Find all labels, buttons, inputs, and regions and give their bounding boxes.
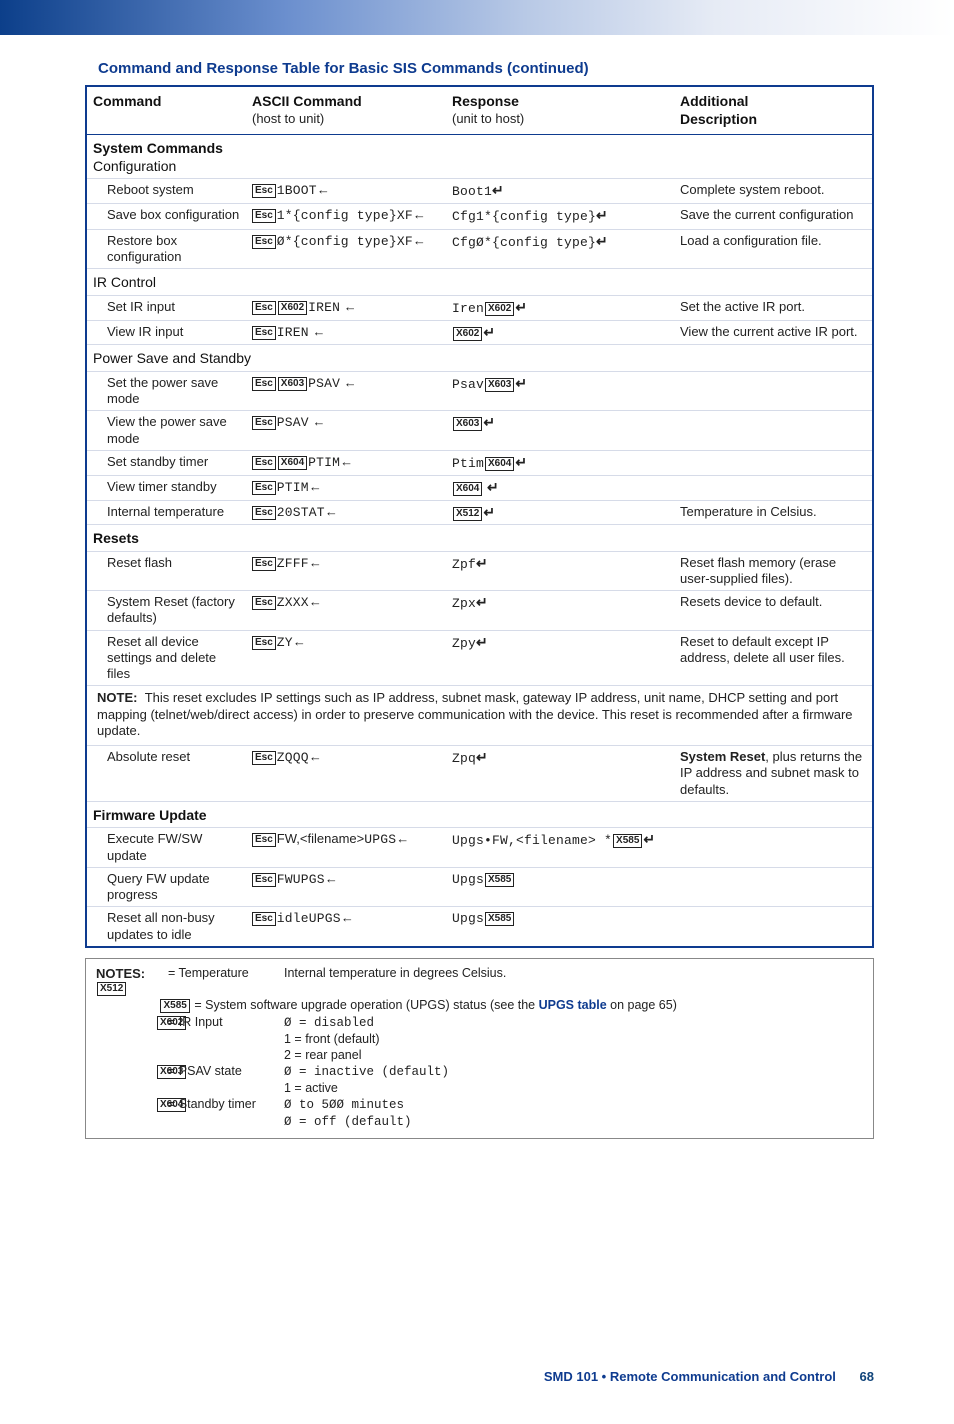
- esc-key: Esc: [252, 184, 276, 198]
- page-content: Command and Response Table for Basic SIS…: [0, 60, 954, 1424]
- section-ir-control: IR Control: [86, 269, 873, 296]
- section-system-commands: System Commands: [93, 140, 223, 156]
- table-row: Set IR input EscX602IREN ← IrenX602↵ Set…: [86, 295, 873, 320]
- col-command: Command: [93, 93, 161, 109]
- cmd-restore-box: Restore box configuration: [86, 229, 246, 269]
- cmd-view-ir: View IR input: [86, 320, 246, 345]
- table-row: Query FW update progress EscFWUPGS← Upgs…: [86, 867, 873, 907]
- page-footer: SMD 101 • Remote Communication and Contr…: [85, 1369, 874, 1384]
- table-row: Reset flash EscZFFF← Zpf↵ Reset flash me…: [86, 551, 873, 591]
- upgs-table-link[interactable]: UPGS table: [539, 998, 607, 1012]
- table-row: Set standby timer EscX604PTIM← PtimX604↵: [86, 450, 873, 475]
- table-row: Reboot system Esc1BOOT← Boot1↵ Complete …: [86, 179, 873, 204]
- table-row: Execute FW/SW update EscFW,<filename>UPG…: [86, 828, 873, 868]
- cmd-set-ir: Set IR input: [86, 295, 246, 320]
- command-table: Command ASCII Command (host to unit) Resp…: [85, 85, 874, 948]
- section-resets: Resets: [86, 525, 873, 552]
- col-ascii-sub: (host to unit): [252, 111, 324, 126]
- footer-page-number: 68: [860, 1369, 874, 1384]
- notes-label: NOTES:: [96, 966, 145, 981]
- table-row: View the power save mode EscPSAV ← X603↵: [86, 411, 873, 451]
- table-row: Restore box configuration EscØ*{config t…: [86, 229, 873, 269]
- table-row: Reset all non-busy updates to idle Escid…: [86, 907, 873, 947]
- col-additional: Additional: [680, 93, 748, 109]
- table-row: Save box configuration Esc1*{config type…: [86, 204, 873, 229]
- section-power-save: Power Save and Standby: [86, 345, 873, 372]
- table-row: Absolute reset EscZQQQ← Zpq↵ System Rese…: [86, 746, 873, 802]
- cmd-save-box: Save box configuration: [86, 204, 246, 229]
- subsection-configuration: Configuration: [93, 158, 176, 174]
- top-gradient-stripe: [0, 0, 954, 35]
- table-row: View IR input EscIREN ← X602↵ View the c…: [86, 320, 873, 345]
- table-title: Command and Response Table for Basic SIS…: [98, 60, 874, 77]
- table-row: Set the power save mode EscX603PSAV ← Ps…: [86, 371, 873, 411]
- table-row: View timer standby EscPTIM← X604 ↵: [86, 476, 873, 501]
- notes-footer: NOTES: X512 = Temperature Internal tempe…: [85, 958, 874, 1139]
- col-ascii: ASCII Command: [252, 93, 362, 109]
- table-note-row: NOTE: This reset excludes IP settings su…: [86, 686, 873, 746]
- cmd-reboot-system: Reboot system: [86, 179, 246, 204]
- col-response: Response: [452, 93, 519, 109]
- section-firmware-update: Firmware Update: [86, 801, 873, 828]
- note-text: This reset excludes IP settings such as …: [97, 690, 853, 738]
- col-response-sub: (unit to host): [452, 111, 524, 126]
- table-header-row: Command ASCII Command (host to unit) Resp…: [86, 86, 873, 135]
- table-row: System Reset (factory defaults) EscZXXX←…: [86, 591, 873, 631]
- table-row: Internal temperature Esc20STAT← X512↵ Te…: [86, 500, 873, 525]
- col-description: Description: [680, 111, 757, 127]
- table-row: Reset all device settings and delete fil…: [86, 630, 873, 686]
- footer-doc-title: SMD 101 • Remote Communication and Contr…: [544, 1369, 836, 1384]
- note-label: NOTE:: [97, 690, 137, 705]
